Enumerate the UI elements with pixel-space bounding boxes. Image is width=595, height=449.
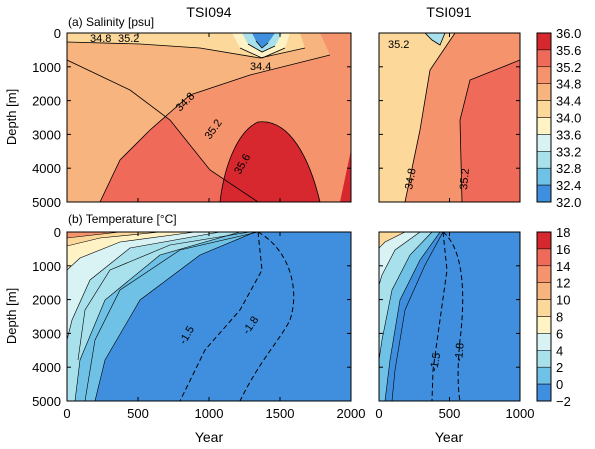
colorbar-tick-label: 14 bbox=[556, 259, 570, 274]
colorbar-swatch bbox=[536, 383, 552, 402]
contour-label: -1.8 bbox=[453, 342, 467, 362]
y-tick-label: 2000 bbox=[32, 293, 61, 308]
y-tick-label: 2000 bbox=[32, 94, 61, 109]
colorbar-tick-label: 18 bbox=[556, 225, 570, 240]
panel-label-temperature: (b) Temperature [°C] bbox=[68, 212, 177, 226]
colorbar-swatch bbox=[536, 66, 552, 84]
colorbar-swatch bbox=[536, 184, 552, 203]
colorbar-swatch bbox=[536, 100, 552, 118]
contour-label: 34.8 bbox=[403, 167, 419, 190]
colorbar-tick-label: 10 bbox=[556, 293, 570, 308]
x-tick-label: 0 bbox=[63, 406, 70, 421]
colorbar-tick-label: 35.6 bbox=[556, 43, 581, 58]
y-tick-label: 1000 bbox=[32, 60, 61, 75]
temperature-tsi091-contour-labels: -1.5 -1.8 bbox=[428, 342, 467, 372]
colorbar-frame bbox=[536, 231, 552, 402]
contour-label: 35.2 bbox=[458, 168, 472, 190]
colorbar-tick-label: 0 bbox=[556, 377, 563, 392]
contour-label: -1.5 bbox=[428, 352, 443, 373]
colorbar-tick-label: 34.4 bbox=[556, 94, 581, 109]
x-tick-label: 1000 bbox=[195, 406, 224, 421]
colorbar-tick-label: 32.8 bbox=[556, 161, 581, 176]
y-axis-label-temperature: Depth [m] bbox=[4, 288, 19, 344]
colorbar-swatch bbox=[536, 231, 552, 250]
column-title-left: TSI094 bbox=[186, 4, 231, 20]
temperature-tsi091-field bbox=[379, 232, 520, 401]
y-tick-label: 5000 bbox=[32, 394, 61, 409]
colorbar-swatch bbox=[536, 265, 552, 283]
colorbar-swatch bbox=[536, 151, 552, 169]
colorbar-swatch bbox=[536, 350, 552, 368]
contour-label: 35.2 bbox=[118, 33, 139, 45]
panel-label-salinity: (a) Salinity [psu] bbox=[68, 15, 154, 29]
colorbar-tick-label: 36.0 bbox=[556, 26, 581, 41]
x-tick-label: 2000 bbox=[337, 406, 366, 421]
colorbar-swatch bbox=[536, 117, 552, 135]
colorbar-tick-label: 33.6 bbox=[556, 127, 581, 142]
colorbar-tick-label: 32.4 bbox=[556, 178, 581, 193]
colorbar-swatch bbox=[536, 248, 552, 267]
column-title-right: TSI091 bbox=[426, 4, 471, 20]
y-tick-label: 5000 bbox=[32, 195, 61, 210]
contour-label: 35.2 bbox=[388, 39, 409, 51]
colorbar-swatch bbox=[536, 32, 552, 51]
y-tick-label: 1000 bbox=[32, 259, 61, 274]
colorbar-tick-label: −2 bbox=[556, 394, 571, 409]
salinity-tsi091-field bbox=[379, 33, 520, 202]
colorbar-tick-label: 33.2 bbox=[556, 144, 581, 159]
colorbar-swatch bbox=[536, 316, 552, 334]
x-tick-label: 0 bbox=[375, 406, 382, 421]
colorbar-swatch bbox=[536, 333, 552, 351]
y-tick-label: 0 bbox=[54, 225, 61, 240]
x-tick-label: 500 bbox=[439, 406, 461, 421]
contour-label: 34.4 bbox=[250, 61, 271, 73]
colorbars: 36.0 35.6 35.2 34.8 34.4 34.033.6 33.2 32.8 32.4… bbox=[536, 26, 581, 409]
contour-label: 34.8 bbox=[90, 33, 111, 45]
colorbar-swatch bbox=[536, 167, 552, 186]
x-axis-label-left: Year bbox=[195, 429, 224, 445]
colorbar-swatch bbox=[536, 299, 552, 317]
colorbar-tick-label: 4 bbox=[556, 343, 563, 358]
x-tick-label: 500 bbox=[127, 406, 149, 421]
y-axis-label-salinity: Depth [m] bbox=[4, 89, 19, 145]
colorbar-swatch bbox=[536, 366, 552, 385]
y-tick-label: 0 bbox=[54, 26, 61, 41]
y-tick-label: 3000 bbox=[32, 326, 61, 341]
colorbar-frame bbox=[536, 32, 552, 203]
colorbar-tick-label: 2 bbox=[556, 360, 563, 375]
colorbar-swatch bbox=[536, 282, 552, 300]
colorbar-swatch bbox=[536, 83, 552, 101]
axis-ticks: 0100020003000400050000100020003000400050… bbox=[32, 26, 534, 421]
colorbar-tick-label: 34.8 bbox=[556, 77, 581, 92]
salinity-tsi094-field bbox=[67, 33, 351, 202]
colorbar-tick-label: 12 bbox=[556, 276, 570, 291]
y-tick-label: 3000 bbox=[32, 127, 61, 142]
colorbar-tick-label: 34.0 bbox=[556, 111, 581, 126]
x-tick-label: 1500 bbox=[266, 406, 295, 421]
y-tick-label: 4000 bbox=[32, 161, 61, 176]
colorbar-tick-label: 16 bbox=[556, 242, 570, 257]
salinity-tsi091-contour-labels: 35.2 34.8 35.2 bbox=[388, 39, 472, 191]
colorbar-tick-label: 32.0 bbox=[556, 195, 581, 210]
temperature-tsi094-field bbox=[67, 232, 351, 401]
x-tick-label: 1000 bbox=[506, 406, 535, 421]
x-axis-label-right: Year bbox=[435, 429, 464, 445]
colorbar-tick-label: 8 bbox=[556, 310, 563, 325]
colorbar-tick-label: 35.2 bbox=[556, 60, 581, 75]
colorbar-tick-label: 6 bbox=[556, 326, 563, 341]
colorbar-swatch bbox=[536, 49, 552, 68]
colorbar-swatch bbox=[536, 134, 552, 152]
y-tick-label: 4000 bbox=[32, 360, 61, 375]
